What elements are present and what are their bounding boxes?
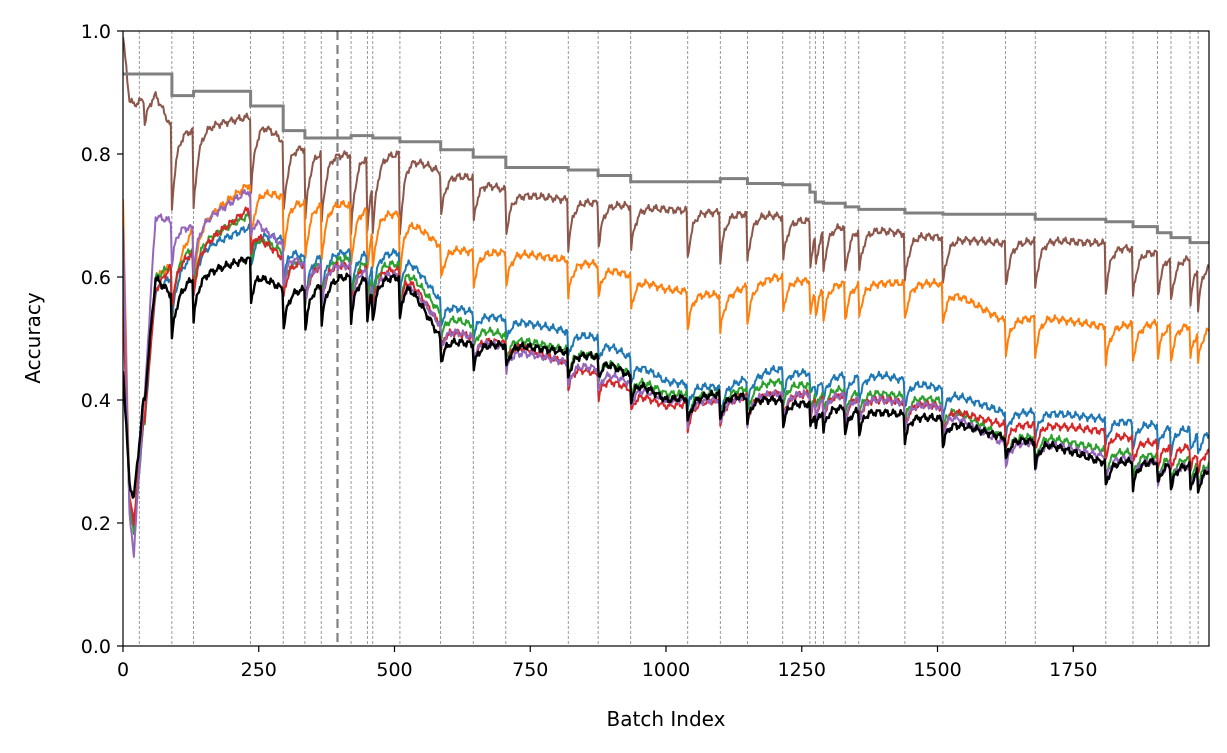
plot-area xyxy=(122,30,1210,647)
series-line-6 xyxy=(123,256,1209,499)
x-axis-label: Batch Index xyxy=(607,707,726,731)
y-tick-label-0: 0.0 xyxy=(81,636,111,658)
series-line-0 xyxy=(123,36,1209,313)
task-boundary-lines xyxy=(138,31,1199,646)
series-line-2 xyxy=(123,223,1209,531)
x-tick-label-5: 1250 xyxy=(778,659,826,681)
y-axis-label: Accuracy xyxy=(21,292,45,383)
y-tick-label-1: 0.2 xyxy=(81,513,111,535)
x-tick-label-3: 750 xyxy=(512,659,548,681)
series-line-1 xyxy=(123,184,1209,525)
y-tick-label-3: 0.6 xyxy=(81,267,111,289)
x-tick-label-1: 250 xyxy=(241,659,277,681)
x-tick-label-7: 1750 xyxy=(1049,659,1097,681)
y-tick-label-5: 1.0 xyxy=(81,21,111,43)
x-tick-label-6: 1500 xyxy=(913,659,961,681)
x-tick-label-4: 1000 xyxy=(642,659,690,681)
x-tick-label-0: 0 xyxy=(117,659,129,681)
y-axis: 0.0 0.2 0.4 0.6 0.8 1.0 xyxy=(81,21,123,658)
x-axis: 0 250 500 750 1000 1250 1500 1750 xyxy=(117,646,1097,681)
x-tick-label-2: 500 xyxy=(376,659,412,681)
y-tick-label-4: 0.8 xyxy=(81,144,111,166)
upper-bound-step-line xyxy=(123,72,1209,245)
upper-bound-step-group xyxy=(123,72,1209,245)
y-tick-label-2: 0.4 xyxy=(81,390,111,412)
series-line-5 xyxy=(123,189,1209,558)
accuracy-series-group xyxy=(123,36,1209,558)
